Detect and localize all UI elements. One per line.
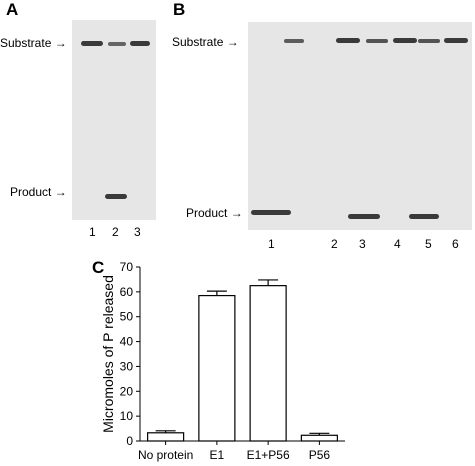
panel-b-letter: B [173, 0, 186, 19]
x-tick-label: No protein [138, 448, 193, 462]
panel-b-lane-1: 1 [268, 237, 275, 251]
y-tick-label: 30 [120, 359, 134, 373]
panel-a-lane-2: 2 [112, 225, 119, 239]
arrow-right-icon: → [54, 36, 67, 50]
panel-a-gel [72, 20, 156, 220]
y-tick-label: 20 [120, 384, 134, 398]
x-tick-label: E1+P56 [247, 448, 290, 462]
panel-b-lane-3: 3 [359, 237, 366, 251]
arrow-right-icon: → [54, 185, 67, 199]
panel-b-gel [248, 22, 472, 230]
band-a-substrate-1 [81, 41, 103, 46]
panel-a-substrate-label: Substrate → [0, 36, 67, 50]
band-b-substrate-2 [336, 38, 360, 43]
panel-c-letter: C [92, 258, 105, 277]
panel-b-lane-2: 2 [331, 237, 338, 251]
panel-a-letter: A [6, 0, 19, 19]
panel-b-lane-6: 6 [452, 237, 459, 251]
band-b-substrate-4 [393, 38, 417, 43]
x-tick-label: P56 [309, 448, 331, 462]
y-tick-label: 70 [120, 260, 134, 274]
x-tick-label: E1 [210, 448, 225, 462]
band-b-product-3 [348, 214, 380, 219]
panel-a-lane-3: 3 [134, 225, 141, 239]
panel-b-lane-4: 4 [394, 237, 401, 251]
bar [147, 432, 185, 442]
band-b-substrate-3 [366, 39, 388, 43]
y-axis-label: Micromoles of P released [100, 275, 116, 433]
y-tick-label: 40 [120, 335, 134, 349]
band-b-substrate-1b [284, 39, 304, 43]
panel-b-product-label: Product → [186, 206, 243, 220]
bar [300, 434, 338, 442]
y-tick-label: 0 [126, 434, 133, 448]
bar [249, 285, 287, 442]
band-b-product-1 [251, 210, 291, 215]
panel-a-product-label: Product → [10, 185, 67, 199]
band-a-substrate-2 [108, 42, 126, 46]
arrow-right-icon: → [230, 206, 243, 220]
panel-b-substrate-label: Substrate → [172, 35, 239, 49]
panel-a-lane-1: 1 [89, 225, 96, 239]
arrow-right-icon: → [226, 35, 239, 49]
bar [198, 294, 236, 442]
band-a-substrate-3 [130, 41, 150, 46]
y-tick-label: 10 [120, 409, 134, 423]
band-a-product-2 [105, 194, 127, 199]
band-b-product-5 [409, 214, 439, 219]
band-b-substrate-6 [444, 38, 468, 43]
y-tick-label: 50 [120, 310, 134, 324]
y-tick-label: 60 [120, 285, 134, 299]
band-b-substrate-5 [418, 39, 440, 43]
panel-b-lane-5: 5 [425, 237, 432, 251]
